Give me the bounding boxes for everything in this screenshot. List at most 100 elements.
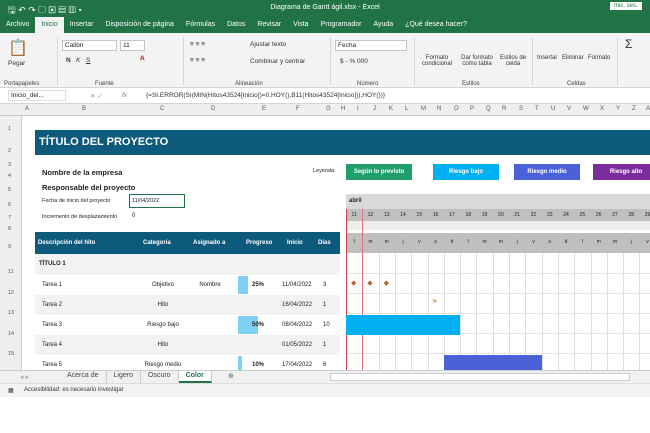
column-header[interactable]: Y <box>616 106 621 112</box>
row-header[interactable]: 8 <box>8 226 12 232</box>
bold-button[interactable]: N <box>66 57 71 64</box>
project-title[interactable]: TÍTULO DEL PROYECTO <box>39 136 169 148</box>
row-header[interactable]: 5 <box>8 187 12 193</box>
fx-button[interactable]: fx <box>122 92 128 99</box>
row-header[interactable]: 2 <box>8 148 12 154</box>
task-category[interactable]: Riesgo bajo <box>147 322 179 328</box>
task-progress[interactable]: 25% <box>252 282 265 288</box>
font-size-select[interactable]: 11 <box>120 40 145 51</box>
task-start[interactable]: 17/04/2022 <box>282 362 313 368</box>
paste-button[interactable]: Pegar <box>8 60 26 67</box>
column-header[interactable]: A <box>25 106 30 112</box>
task-start[interactable]: 01/05/2022 <box>282 342 313 348</box>
project-manager[interactable]: Responsable del proyecto <box>42 183 136 192</box>
sheet-tab[interactable]: Oscuro <box>141 371 179 383</box>
task-name[interactable]: Tarea 4 <box>42 342 63 348</box>
task-category[interactable]: Hito <box>157 302 169 308</box>
column-header[interactable]: E <box>262 106 267 112</box>
task-category[interactable]: Hito <box>157 342 169 348</box>
number-format-buttons[interactable]: $ - % 000 <box>340 58 368 65</box>
column-header[interactable]: R <box>502 106 507 112</box>
task-days[interactable]: 10 <box>323 322 330 328</box>
row-header[interactable]: 6 <box>8 202 12 208</box>
task-name[interactable]: Tarea 2 <box>42 302 63 308</box>
column-header[interactable]: B <box>82 106 87 112</box>
gantt-scroll[interactable] <box>346 221 650 230</box>
task-start[interactable]: 16/04/2022 <box>282 302 313 308</box>
insert-button[interactable]: Insertar <box>537 55 558 61</box>
add-sheet-icon[interactable]: ⊕ <box>228 373 234 380</box>
task-assignee[interactable]: Nombre <box>199 282 221 288</box>
row-header[interactable]: 3 <box>8 162 12 168</box>
align-icons[interactable]: ≡ ≡ ≡ <box>190 41 205 48</box>
horizontal-scrollbar[interactable] <box>330 373 630 381</box>
sheet-tab[interactable]: Color <box>178 371 212 383</box>
column-header[interactable]: S <box>519 106 524 112</box>
task-progress[interactable]: 50% <box>252 322 265 328</box>
task-days[interactable]: 3 <box>323 282 327 288</box>
sign-in-button[interactable]: Inic. ses. <box>610 2 642 10</box>
align-icons-2[interactable]: ≡ ≡ ≡ <box>190 57 205 64</box>
column-header[interactable]: O <box>454 106 459 112</box>
row-header[interactable]: 4 <box>8 173 12 179</box>
name-box[interactable]: Inicio_del... <box>8 90 66 101</box>
column-header[interactable]: X <box>600 106 605 112</box>
tab-10[interactable]: ¿Qué desea hacer? <box>405 21 468 28</box>
column-header[interactable]: D <box>211 106 216 112</box>
tab-7[interactable]: Vista <box>293 21 309 28</box>
table-row[interactable]: Tarea 3 Riesgo bajo 50% 08/04/2022 10 <box>35 315 340 335</box>
table-row[interactable]: Tarea 1 Objetivo Nombre 25% 11/04/2022 3 <box>35 275 340 295</box>
accessibility-status[interactable]: Accesibilidad: es necesario investigar <box>24 387 124 393</box>
column-header[interactable]: I <box>357 106 359 112</box>
column-header[interactable]: K <box>389 106 394 112</box>
column-header[interactable]: T <box>535 106 539 112</box>
task-start[interactable]: 08/04/2022 <box>282 322 313 328</box>
row-header[interactable]: 1 <box>8 126 12 132</box>
row-header[interactable]: 14 <box>8 331 15 337</box>
task-name[interactable]: Tarea 5 <box>42 362 63 368</box>
task-days[interactable]: 1 <box>323 302 327 308</box>
row-header[interactable]: 12 <box>8 290 15 296</box>
table-row[interactable]: Tarea 4 Hito 01/05/2022 1 <box>35 335 340 355</box>
column-header[interactable]: P <box>470 106 475 112</box>
italic-button[interactable]: K <box>76 57 81 64</box>
row-header[interactable]: 13 <box>8 310 15 316</box>
gantt-bar-riesgo-bajo[interactable] <box>346 315 461 335</box>
font-name-select[interactable]: Calibri <box>62 40 117 51</box>
task-days[interactable]: 6 <box>323 362 327 368</box>
sheet-tab[interactable]: Acerca de <box>60 371 107 383</box>
table-row[interactable]: Tarea 2 Hito 16/04/2022 1 <box>35 295 340 315</box>
column-header[interactable]: Z <box>632 106 636 112</box>
macro-icon[interactable]: ▦ <box>8 388 14 394</box>
column-header[interactable]: C <box>160 106 165 112</box>
tab-8[interactable]: Programador <box>320 21 362 28</box>
quick-access-icons[interactable]: 🖫 ↶ ↷ ▢ ▣ ▤ ▥ ▾ <box>8 5 82 15</box>
sheet-tab[interactable]: Ligero <box>107 371 141 383</box>
column-header[interactable]: W <box>583 106 589 112</box>
format-as-table-button[interactable]: Dar formato como tabla <box>461 55 493 67</box>
column-header[interactable]: A <box>646 106 650 112</box>
table-row[interactable]: Tarea 5 Riesgo medio 10% 17/04/2022 6 <box>35 355 340 370</box>
column-header[interactable]: J <box>373 106 376 112</box>
start-date-input[interactable]: 11/04/2022 <box>129 194 185 208</box>
column-header[interactable]: V <box>567 106 572 112</box>
task-category[interactable]: Objetivo <box>151 282 174 288</box>
gantt-bar-riesgo-medio[interactable] <box>443 355 542 370</box>
tab-5[interactable]: Datos <box>227 21 246 28</box>
column-header[interactable]: F <box>296 106 300 112</box>
wrap-text-button[interactable]: Ajustar texto <box>250 41 287 48</box>
column-header[interactable]: L <box>405 106 409 112</box>
column-header[interactable]: U <box>551 106 556 112</box>
row-header[interactable]: 15 <box>8 351 15 357</box>
column-header[interactable]: M <box>421 106 426 112</box>
format-button[interactable]: Formato <box>588 55 611 61</box>
column-header[interactable]: Q <box>486 106 491 112</box>
row-header[interactable]: 7 <box>8 215 12 221</box>
column-header[interactable]: N <box>437 106 442 112</box>
increment-value[interactable]: 0 <box>132 213 136 219</box>
company-name[interactable]: Nombre de la empresa <box>42 168 123 177</box>
delete-button[interactable]: Eliminar <box>562 55 584 61</box>
autosum-icon[interactable]: Σ <box>625 37 633 51</box>
underline-button[interactable]: S <box>86 57 91 64</box>
sheet-nav-arrows[interactable]: ◂ ▸ <box>20 374 29 381</box>
